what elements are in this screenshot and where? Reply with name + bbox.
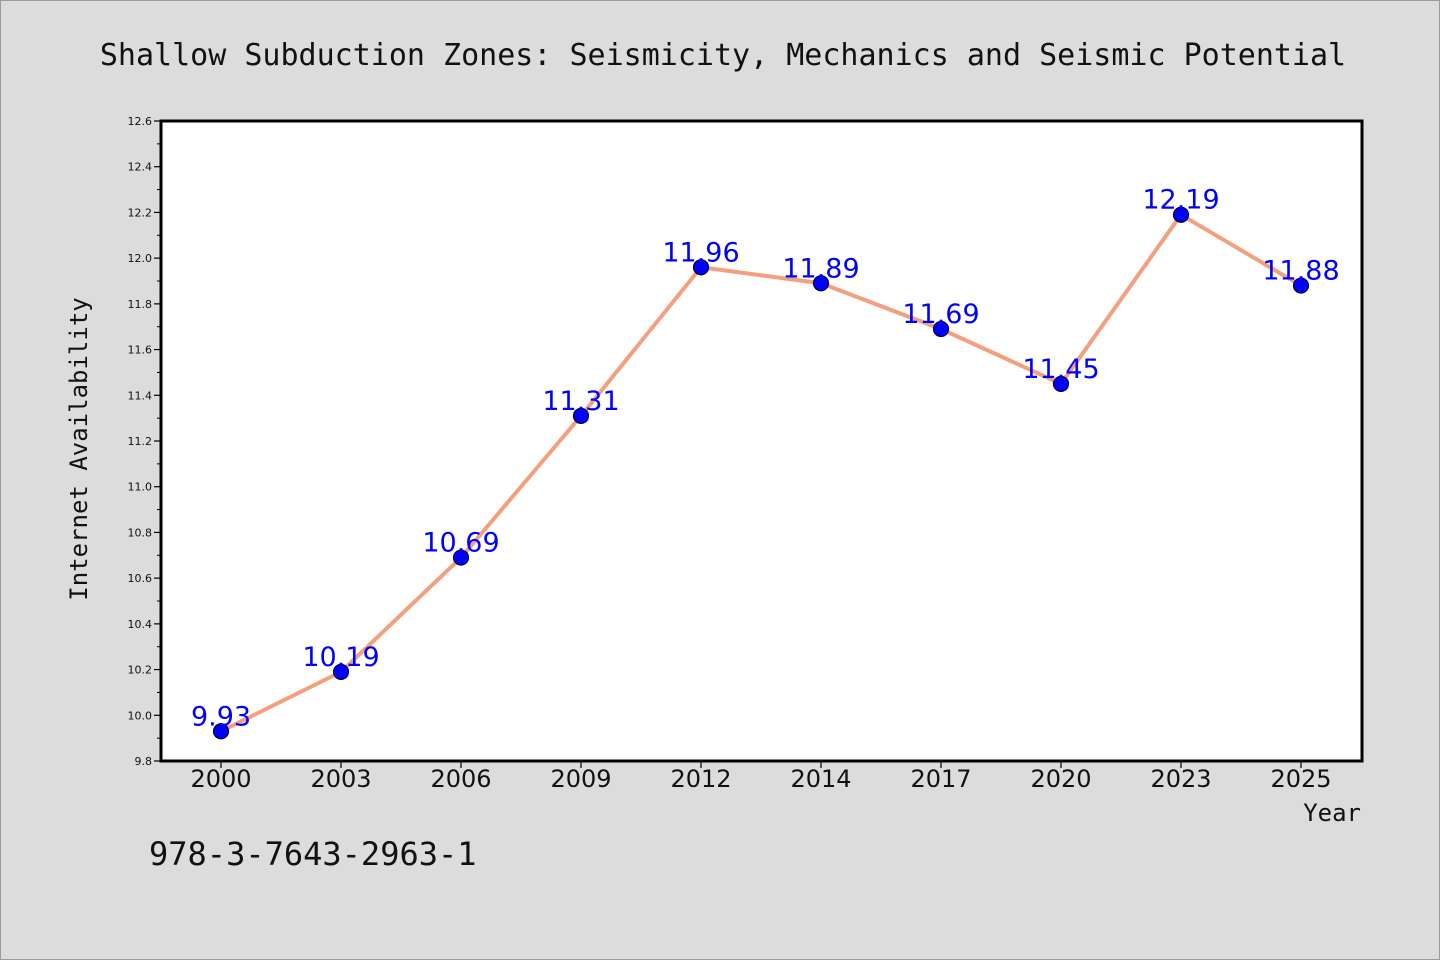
x-tick-label: 2003 — [310, 765, 371, 793]
data-point — [572, 407, 590, 424]
data-point — [1052, 375, 1070, 392]
y-tick-label: 11.6 — [128, 344, 153, 357]
y-tick-label: 12.0 — [128, 252, 153, 265]
y-tick-label: 11.2 — [128, 435, 153, 448]
data-label: 10.19 — [302, 642, 379, 673]
data-point — [1172, 206, 1190, 223]
data-label: 9.93 — [191, 701, 251, 732]
data-label: 11.31 — [542, 386, 619, 417]
y-tick-label: 10.4 — [128, 618, 153, 631]
y-tick-label: 10.6 — [128, 572, 153, 585]
y-axis-label: Internet Availability — [65, 297, 93, 600]
data-label: 11.96 — [662, 237, 739, 268]
x-tick-label: 2025 — [1270, 765, 1331, 793]
x-tick-label: 2020 — [1030, 765, 1091, 793]
x-tick-label: 2009 — [550, 765, 611, 793]
x-tick-label: 2014 — [790, 765, 851, 793]
series-line — [219, 212, 1303, 734]
data-point — [692, 259, 710, 276]
data-point — [332, 663, 350, 680]
chart-title: Shallow Subduction Zones: Seismicity, Me… — [100, 38, 1346, 73]
data-point — [932, 320, 950, 338]
y-tick-label: 12.4 — [128, 161, 153, 174]
y-axis: 9.8 10.0 10.2 10.4 10.6 10.8 11.0 11.2 11.4 11.6 1… — [128, 115, 161, 768]
x-tick-label: 2012 — [670, 765, 731, 793]
y-tick-label: 11.0 — [128, 481, 153, 494]
isbn-text: 978-3-7643-2963-1 — [149, 835, 477, 873]
data-label: 11.69 — [902, 299, 979, 330]
y-tick-label: 10.0 — [128, 709, 153, 722]
x-tick-label: 2023 — [1150, 765, 1211, 793]
x-tick-label: 2000 — [190, 765, 251, 793]
x-tick-label: 2017 — [910, 765, 971, 793]
y-tick-label: 12.2 — [128, 206, 153, 219]
data-point — [812, 275, 830, 292]
y-tick-label: 9.8 — [135, 755, 153, 768]
y-tick-label: 11.8 — [128, 298, 153, 311]
x-tick-label: 2006 — [430, 765, 491, 793]
y-tick-label: 10.2 — [128, 664, 153, 677]
data-label: 10.69 — [422, 528, 499, 559]
x-axis: 2000 2003 2006 2009 2012 2014 2017 2020 2023 2025 — [190, 761, 1332, 793]
data-point — [212, 723, 230, 740]
data-point — [1292, 277, 1310, 294]
data-label: 11.45 — [1022, 354, 1099, 385]
data-label: 11.89 — [782, 253, 859, 284]
y-tick-label: 11.4 — [128, 389, 153, 402]
y-tick-label: 10.8 — [128, 526, 153, 539]
series-group: 9.93 10.19 10.69 11.31 11.96 11.89 11.69 11.45 1… — [191, 185, 1340, 740]
y-tick-label: 12.6 — [128, 115, 153, 128]
data-point — [452, 549, 470, 566]
x-axis-label: Year — [1303, 799, 1361, 827]
data-label: 12.19 — [1142, 185, 1219, 216]
data-label: 11.88 — [1262, 256, 1339, 287]
